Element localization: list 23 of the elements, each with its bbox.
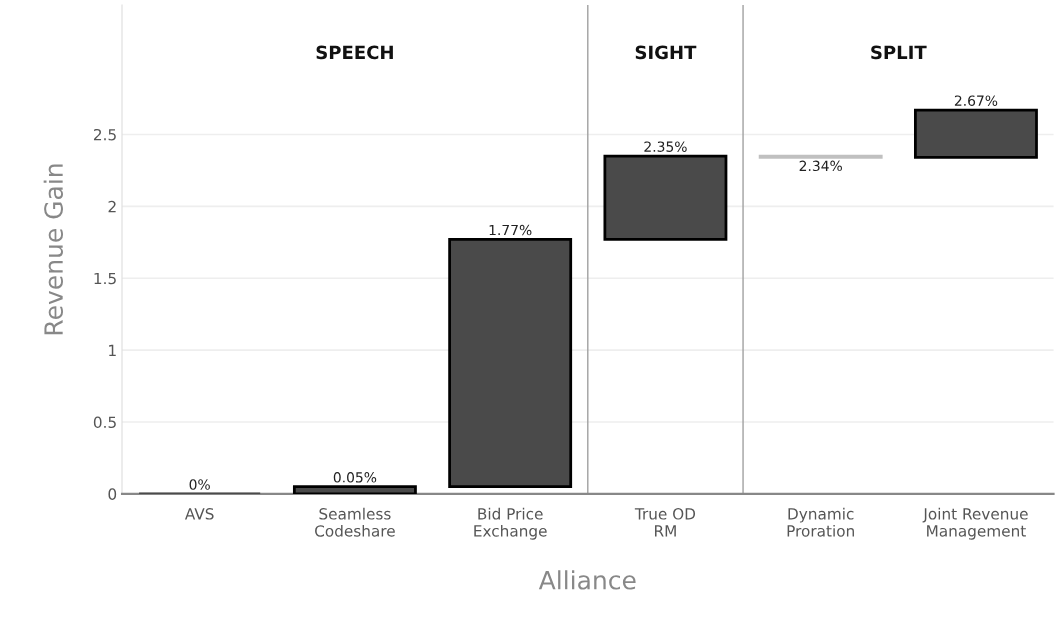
- x-tick-label: Seamless Codeshare: [315, 507, 395, 537]
- x-tick-label: True OD RM: [634, 508, 696, 537]
- annotation: SPEECH: [316, 45, 393, 60]
- y-tick-label: 0: [108, 488, 117, 500]
- annotation: SPLIT: [871, 45, 927, 60]
- data-label: 0.05%: [333, 472, 377, 483]
- y-tick-label: 2: [108, 200, 116, 213]
- x-tick-label: Bid Price Exchange: [474, 507, 547, 540]
- x-tick-label: Dynamic Proration: [787, 507, 854, 537]
- data-label: 2.34%: [799, 160, 842, 172]
- annotation: SIGHT: [635, 45, 697, 60]
- data-label: 1.77%: [489, 224, 532, 236]
- y-tick-label: 0.5: [93, 416, 116, 429]
- data-label: 0%: [189, 479, 210, 490]
- x-tick-label: Joint Revenue Management: [922, 507, 1028, 540]
- y-axis-title: Revenue Gain: [43, 164, 64, 335]
- y-tick-label: 2.5: [93, 128, 116, 141]
- data-label: 2.67%: [954, 95, 998, 106]
- x-tick-label: AVS: [184, 508, 214, 520]
- y-tick-label: 1: [109, 344, 116, 356]
- y-tick-label: 1.5: [94, 272, 116, 285]
- data-label: 2.35%: [644, 141, 687, 152]
- x-axis-title: Alliance: [538, 570, 636, 590]
